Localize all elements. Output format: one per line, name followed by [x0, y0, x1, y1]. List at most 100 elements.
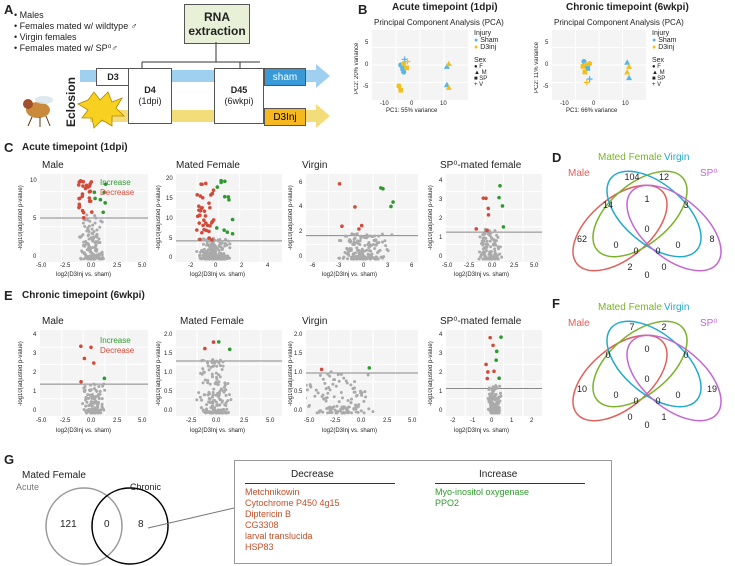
pca-acute-title: Acute timepoint (1dpi): [392, 2, 498, 13]
gene-point: [332, 395, 336, 399]
gene-point-decrease: [81, 184, 85, 188]
pca-chronic-svg: [552, 30, 646, 100]
gene-point: [223, 244, 227, 248]
gene-point: [81, 221, 85, 225]
gene-point: [207, 257, 211, 261]
legend-inj: ● D3inj: [652, 44, 675, 51]
legend-inj: ● D3inj: [474, 44, 497, 51]
gene-point: [335, 411, 339, 415]
gene-point: [225, 407, 229, 411]
gene-point-decrease: [202, 218, 206, 222]
gene-point: [211, 375, 215, 379]
gene-point-decrease: [80, 208, 85, 213]
venn-count: 3: [683, 200, 688, 210]
panel-b-label: B: [358, 2, 368, 17]
gene-point: [220, 248, 224, 252]
gene-point: [485, 239, 489, 243]
gene-point: [491, 391, 495, 395]
gene-point: [84, 256, 88, 260]
gene-point-decrease: [481, 196, 486, 200]
gene-point: [212, 244, 216, 248]
gene-point: [207, 400, 211, 404]
gene-point: [368, 234, 372, 238]
d3-box: D3: [96, 68, 130, 86]
gene-point: [195, 250, 199, 254]
eclosion-label: Eclosion: [64, 77, 78, 128]
injury-burst-icon: [77, 91, 125, 129]
pca-chronic-xlabel: PC1: 66% variance: [566, 108, 618, 114]
gene-point: [207, 396, 211, 400]
gene-point: [495, 233, 499, 237]
tick: 3: [439, 197, 443, 203]
venn-count: 19: [707, 384, 717, 394]
gene-point: [478, 235, 482, 239]
venn-label: Virgin: [664, 152, 689, 163]
gene-point: [206, 381, 210, 385]
tick: 5.0: [408, 418, 417, 424]
gene-point: [320, 394, 324, 398]
tick: 0: [169, 255, 173, 261]
gene-point: [335, 404, 339, 408]
gene-point: [87, 404, 91, 408]
gene-point: [342, 376, 346, 380]
gene-point: [484, 246, 488, 250]
gene-point: [86, 218, 90, 222]
gene-point: [206, 361, 210, 365]
injury-arrow-head: [316, 104, 330, 128]
gene-point: [93, 383, 97, 387]
tick: 2: [240, 263, 244, 269]
gene-point: [380, 256, 384, 260]
gene-point: [97, 237, 101, 241]
gene-point: [346, 405, 350, 409]
pca-chronic-subtitle: Principal Component Analysis (PCA): [554, 18, 684, 27]
gene-point: [88, 389, 92, 393]
gene-point-increase: [225, 230, 230, 235]
gene-point: [492, 257, 496, 261]
gene-point: [98, 389, 102, 393]
gene-point: [367, 407, 371, 411]
gene-point-decrease: [197, 221, 202, 225]
tick: 3: [439, 351, 443, 357]
volcano-title-mated: Mated Female: [180, 316, 244, 327]
tick: 2.5: [113, 418, 122, 424]
gene-point-decrease: [82, 356, 87, 361]
gene-point: [95, 233, 99, 237]
gene-point: [218, 364, 222, 368]
shared-count: 0: [104, 519, 110, 530]
gene-point-increase: [494, 349, 499, 354]
gene-point: [373, 234, 377, 238]
gene-point: [78, 235, 82, 239]
gene-point: [328, 408, 332, 412]
gene-point: [339, 372, 343, 376]
gene-point-decrease: [76, 183, 81, 187]
gene-point: [324, 399, 328, 403]
gene-point: [331, 382, 335, 386]
tick: -1: [470, 418, 476, 424]
gene-point-increase: [230, 231, 235, 236]
gene-point: [206, 393, 210, 397]
gene-point: [479, 241, 483, 245]
gene-point: [369, 249, 373, 253]
tick: 0.0: [87, 418, 96, 424]
gene-point: [86, 226, 90, 230]
gene-point: [344, 406, 348, 410]
gene-point: [202, 393, 206, 397]
gene-point: [205, 403, 209, 407]
panel-d-label: D: [552, 150, 562, 165]
legend-sham: ● Sham: [474, 37, 499, 44]
tick: -5.0: [442, 263, 453, 269]
venn-label: Virgin: [664, 302, 689, 313]
venn-count: 0: [627, 412, 632, 422]
gene-point: [495, 254, 499, 258]
volcano-chronic-sp-svg: [446, 330, 542, 416]
gene-point: [92, 229, 96, 233]
venn-count: 2: [661, 322, 666, 332]
tick: 0: [214, 263, 218, 269]
volcano-chronic-male-svg: [40, 330, 148, 416]
gene-point-decrease: [484, 196, 488, 201]
gene-point: [223, 383, 227, 387]
panel-f-label: F: [552, 296, 560, 311]
gene-point-increase: [498, 183, 502, 188]
venn-count: 0: [644, 224, 649, 234]
increase-gene-list: Myo-inositol oxygenase PPO2: [435, 487, 529, 509]
